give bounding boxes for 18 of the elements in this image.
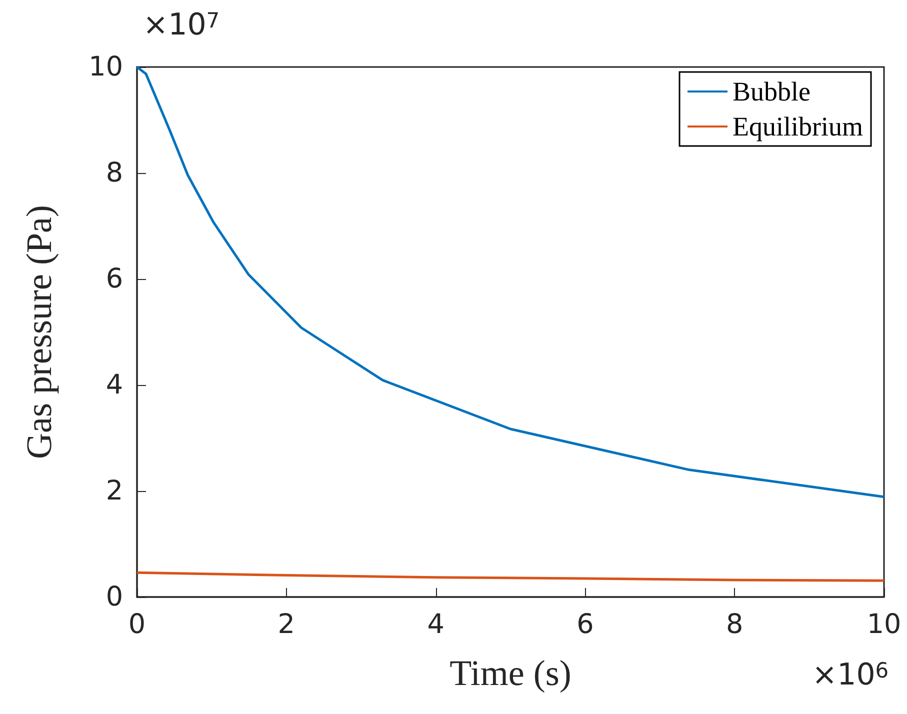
y-tick-label: 6	[106, 264, 123, 294]
y-tick-label: 10	[88, 52, 123, 82]
x-tick-label: 4	[427, 609, 444, 640]
x-tick-label: 0	[128, 609, 146, 640]
x-tick-label: 8	[726, 609, 744, 640]
legend-label: Bubble	[732, 76, 811, 106]
x-tick-label: 10	[866, 609, 902, 640]
x-axis-title: Time (s)	[450, 653, 572, 693]
y-tick-label: 0	[106, 582, 123, 612]
legend-label: Equilibrium	[732, 112, 864, 142]
y-axis-title: Gas pressure (Pa)	[19, 205, 59, 459]
x-tick-label: 6	[576, 609, 594, 640]
line-series	[136, 66, 886, 498]
y-tick-label: 4	[106, 370, 123, 400]
x-tick-label: 2	[278, 609, 295, 640]
y-tick-label: 8	[106, 158, 123, 188]
line-series	[136, 571, 886, 582]
y-tick-label: 2	[106, 476, 123, 506]
